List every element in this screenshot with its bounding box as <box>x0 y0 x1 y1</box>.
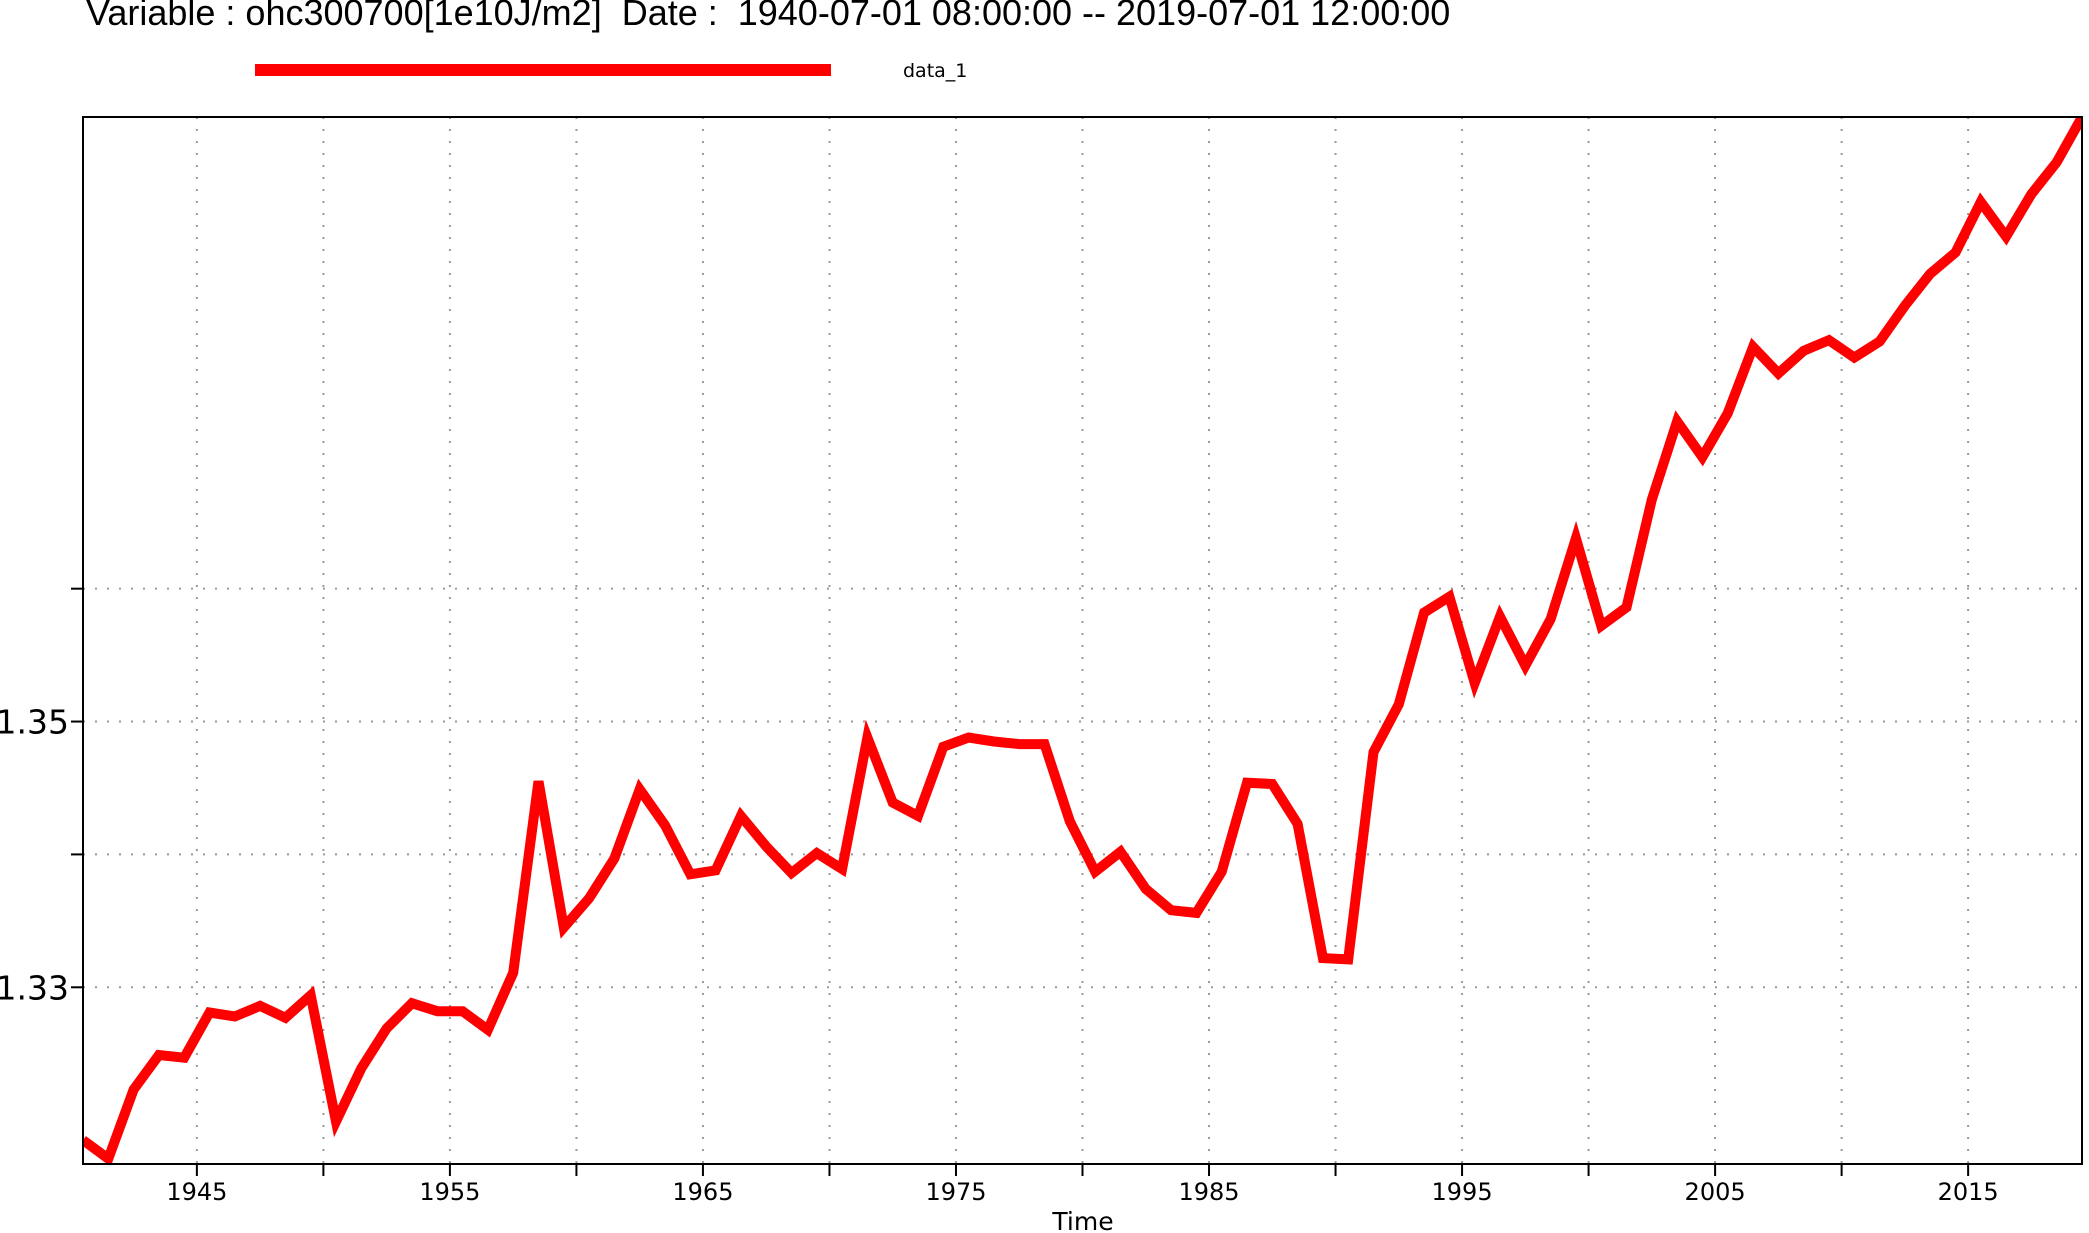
x-axis-label: Time <box>1051 1207 1113 1233</box>
chart-title: Variable : ohc300700[1e10J/m2] Date : 19… <box>86 0 1451 33</box>
axis-ticks <box>71 587 1970 1176</box>
plot-frame <box>82 116 2083 1165</box>
x-tick-label: 1995 <box>1432 1178 1493 1206</box>
x-tick-label: 1975 <box>925 1178 986 1206</box>
grid <box>83 117 2082 1164</box>
x-tick-label: 1945 <box>166 1178 227 1206</box>
y-tick-label: 1.35 <box>0 703 69 742</box>
series-line-data_1 <box>83 117 2082 1164</box>
x-tick-label: 1965 <box>672 1178 733 1206</box>
y-tick-label: 1.33 <box>0 968 69 1007</box>
x-tick-label: 2015 <box>1938 1178 1999 1206</box>
x-tick-label: 1985 <box>1178 1178 1239 1206</box>
legend-label-data-1: data_1 <box>903 60 967 82</box>
x-tick-label: 2005 <box>1685 1178 1746 1206</box>
legend: data_1 <box>255 60 967 82</box>
x-tick-label: 1955 <box>419 1178 480 1206</box>
tick-labels: 1945 1955 1965 1975 1985 1995 2005 2015 1.33 1.35 <box>0 703 1999 1206</box>
